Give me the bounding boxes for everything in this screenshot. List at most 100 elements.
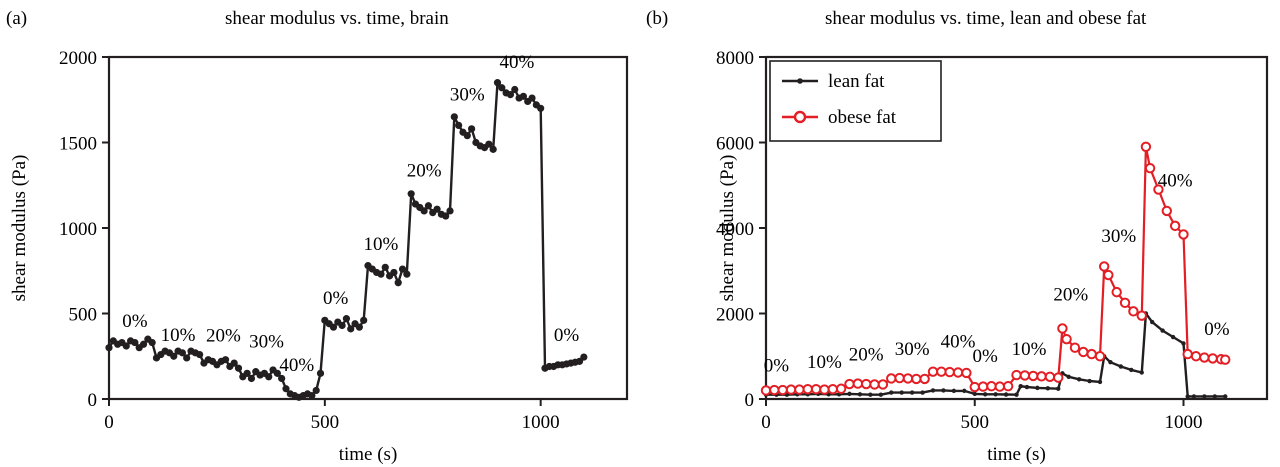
data-point (506, 91, 515, 99)
panel-label: (a) (6, 8, 28, 29)
data-point (930, 388, 936, 393)
data-point (170, 352, 178, 360)
data-point (1003, 392, 1009, 397)
data-point (1185, 394, 1190, 399)
data-point (909, 390, 915, 395)
data-point (982, 392, 988, 397)
annotation-label: 10% (1012, 339, 1047, 360)
y-tick-label: 2000 (716, 305, 754, 326)
data-point (868, 392, 873, 397)
data-point (455, 121, 463, 129)
data-point (424, 202, 433, 210)
data-point (183, 354, 191, 362)
data-point (844, 378, 855, 390)
data-point (1053, 372, 1064, 383)
data-point (810, 383, 822, 395)
data-point (122, 342, 130, 350)
data-point (1144, 162, 1156, 174)
x-axis-label: time (s) (987, 444, 1046, 465)
data-point (230, 359, 238, 367)
data-point (338, 321, 346, 330)
y-tick-label: 0 (88, 390, 98, 411)
data-point (1014, 392, 1019, 397)
y-axis-label: shear modulus (Pa) (9, 155, 30, 302)
data-point (1057, 323, 1068, 334)
data-point (139, 340, 148, 348)
x-tick-label: 500 (311, 412, 340, 433)
data-point (485, 140, 493, 148)
annotation-label: 20% (407, 161, 442, 182)
data-point (131, 338, 139, 347)
data-point (794, 384, 805, 395)
data-point (1108, 360, 1113, 365)
data-point (1018, 383, 1023, 389)
data-point (961, 367, 972, 379)
data-point (802, 383, 813, 395)
legend-marker (793, 110, 807, 124)
data-point (1220, 354, 1231, 365)
data-point (1024, 384, 1030, 390)
data-point (580, 353, 588, 361)
data-point (857, 392, 863, 397)
data-point (329, 323, 338, 331)
data-point (446, 207, 454, 215)
data-point (247, 374, 256, 383)
annotation-label: 20% (849, 345, 884, 366)
data-point (282, 385, 290, 393)
data-point (196, 350, 204, 359)
annotation-label: 40% (279, 355, 314, 376)
annotation-label: 40% (500, 52, 535, 73)
data-point (1118, 364, 1124, 369)
data-point (886, 373, 897, 384)
data-point (1044, 371, 1056, 382)
data-point (442, 212, 450, 220)
x-tick-label: 1000 (522, 412, 560, 433)
y-tick-label: 1000 (59, 219, 97, 240)
data-point (493, 79, 502, 87)
data-point (1169, 220, 1181, 232)
y-tick-label: 8000 (716, 48, 754, 69)
data-point (852, 378, 864, 389)
x-tick-label: 0 (104, 412, 114, 433)
data-point (869, 379, 880, 390)
x-tick-label: 1000 (1165, 412, 1203, 433)
chart-svg-fat: 0 500 1000 0 2000 4000 6000 8000 time (s) shear m… (716, 48, 1269, 465)
data-point (1098, 261, 1110, 272)
panel-label: (b) (646, 8, 669, 29)
data-point (1191, 394, 1197, 399)
legend-label: lean fat (828, 71, 885, 92)
data-point (273, 369, 281, 377)
data-point (265, 373, 273, 381)
y-axis-label: shear modulus (Pa) (717, 155, 738, 302)
data-point (394, 279, 402, 287)
data-point (1139, 370, 1144, 375)
data-point (468, 125, 476, 133)
data-point (952, 367, 964, 378)
annotation-label: 10% (364, 234, 399, 255)
y-tick-label: 0 (745, 390, 755, 411)
data-point (1170, 334, 1176, 340)
data-point (919, 373, 930, 385)
data-point (398, 265, 407, 273)
annotation-label: 30% (450, 85, 485, 106)
data-point (785, 384, 797, 395)
legend-label: obese fat (828, 107, 897, 128)
data-point (1129, 367, 1134, 373)
data-point (519, 92, 528, 100)
data-point (498, 84, 506, 92)
annotation-label: 30% (895, 339, 930, 360)
data-point (861, 378, 872, 390)
data-point (1182, 348, 1193, 360)
data-point (994, 381, 1005, 392)
data-point (403, 270, 411, 278)
data-point (1035, 385, 1040, 391)
chart-panel-brain: 0 500 1000 0 500 1000 1500 2000 time (s) shear mo… (6, 8, 629, 465)
data-point (420, 207, 428, 215)
data-point (360, 316, 368, 324)
data-point (450, 113, 458, 121)
data-point (819, 384, 830, 395)
data-point (105, 344, 113, 352)
data-point (316, 369, 325, 377)
data-point (951, 388, 957, 394)
data-point (1103, 269, 1114, 281)
